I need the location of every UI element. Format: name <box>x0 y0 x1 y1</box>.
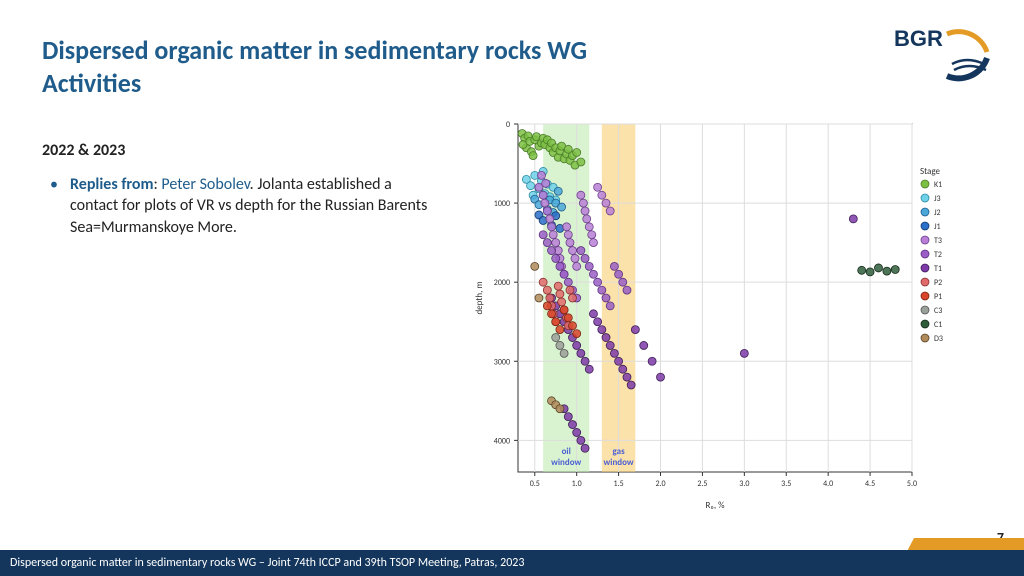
svg-text:1000: 1000 <box>494 199 510 209</box>
footer-bar: Dispersed organic matter in sedimentary … <box>0 550 1024 576</box>
bullet-item: Replies from: Peter Sobolev. Jolanta est… <box>42 174 432 239</box>
svg-text:D3: D3 <box>934 334 943 344</box>
svg-text:4.0: 4.0 <box>823 479 833 489</box>
svg-text:0.5: 0.5 <box>530 479 540 489</box>
svg-text:T2: T2 <box>934 250 942 260</box>
svg-text:1.0: 1.0 <box>572 479 582 489</box>
svg-text:2.0: 2.0 <box>655 479 665 489</box>
slide-title: Dispersed organic matter in sedimentary … <box>42 34 622 99</box>
svg-text:P2: P2 <box>934 278 942 288</box>
svg-text:4000: 4000 <box>494 436 510 446</box>
svg-text:3000: 3000 <box>494 357 510 367</box>
svg-text:BGR: BGR <box>894 26 943 51</box>
svg-text:T3: T3 <box>934 236 942 246</box>
svg-text:C1: C1 <box>934 320 942 330</box>
svg-text:0: 0 <box>506 120 510 130</box>
svg-text:1.5: 1.5 <box>614 479 624 489</box>
svg-text:depth, m: depth, m <box>474 281 485 314</box>
svg-text:K1: K1 <box>934 180 942 190</box>
body-text: 2022 & 2023 Replies from: Peter Sobolev.… <box>42 140 432 248</box>
svg-text:P1: P1 <box>934 292 942 302</box>
svg-text:J2: J2 <box>934 208 941 218</box>
scatter-chart: 0.5 1.0 1.5 2.0 2.5 3.0 3.5 4.0 4.5 5.0 0 1000 2000 3… <box>468 114 984 514</box>
svg-text:gas: gas <box>613 446 626 457</box>
subheading: 2022 & 2023 <box>42 140 432 162</box>
svg-text:2.5: 2.5 <box>697 479 707 489</box>
svg-text:Stage: Stage <box>920 166 941 177</box>
svg-text:J3: J3 <box>934 194 941 204</box>
svg-text:C3: C3 <box>934 306 942 316</box>
svg-text:3.5: 3.5 <box>781 479 791 489</box>
bullet-lead: Replies from <box>70 175 154 194</box>
svg-text:4.5: 4.5 <box>865 479 875 489</box>
svg-text:window: window <box>604 457 634 468</box>
svg-text:T1: T1 <box>934 264 942 274</box>
bullet-name: Peter Sobolev <box>161 175 249 194</box>
slide: Dispersed organic matter in sedimentary … <box>0 0 1024 576</box>
bgr-logo: BGR <box>892 24 992 86</box>
svg-text:J1: J1 <box>934 222 941 232</box>
svg-text:5.0: 5.0 <box>907 479 917 489</box>
svg-text:2000: 2000 <box>494 278 510 288</box>
svg-text:oil: oil <box>562 446 571 457</box>
svg-text:R₀, %: R₀, % <box>705 500 725 511</box>
svg-text:window: window <box>551 457 581 468</box>
svg-text:3.0: 3.0 <box>739 479 749 489</box>
footer-text: Dispersed organic matter in sedimentary … <box>10 556 524 570</box>
